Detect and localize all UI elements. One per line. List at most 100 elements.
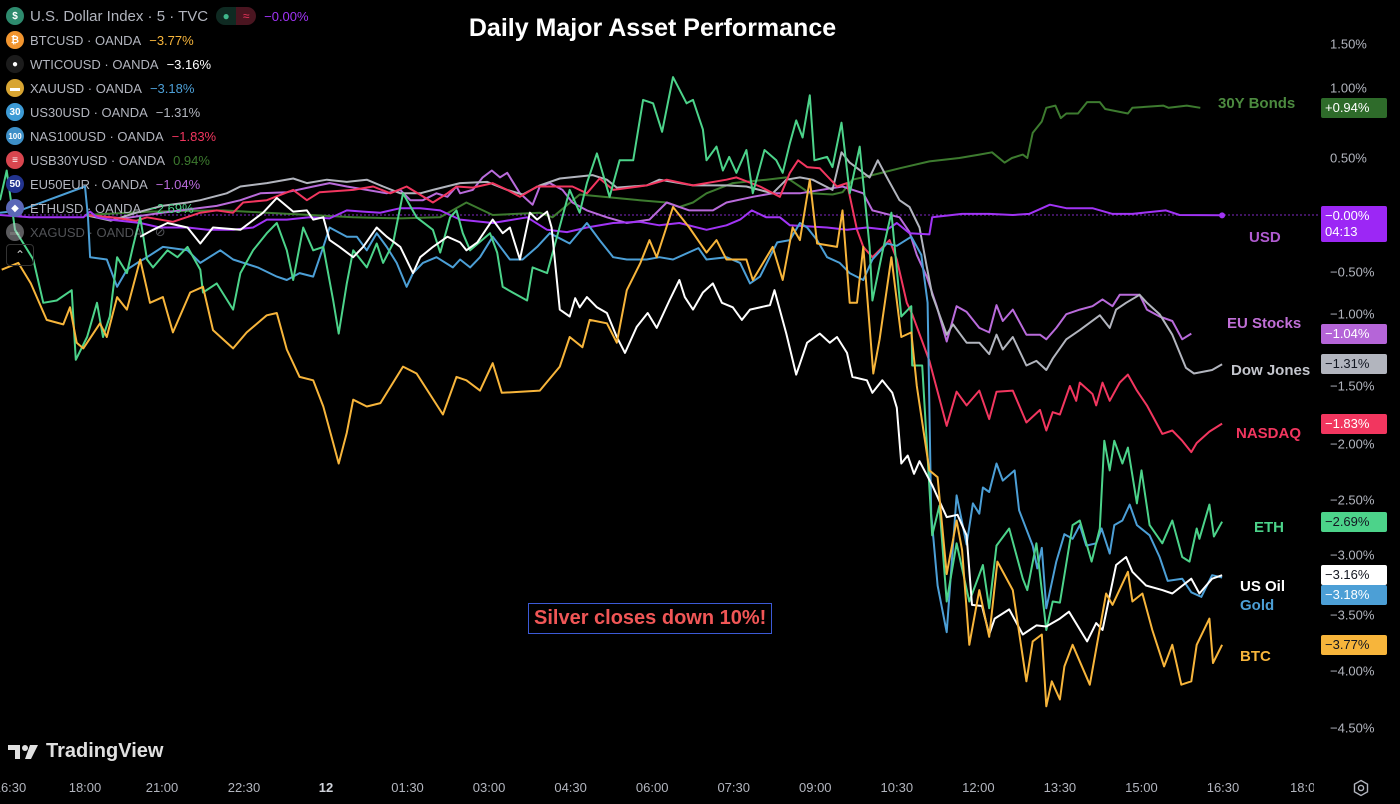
series-line-eth[interactable] (0, 76, 1223, 631)
series-label-eth: ETH (1254, 519, 1284, 536)
series-label-btc: BTC (1240, 648, 1271, 665)
legend-item[interactable]: $ U.S. Dollar Index · 5 · TVC ● ≈ −0.00% (6, 4, 309, 28)
last-value-box-gold: −3.18% (1321, 585, 1387, 606)
x-tick-label: 22:30 (227, 780, 261, 795)
legend-symbol: USB30YUSD · OANDA (30, 152, 166, 168)
y-tick-label: −1.00% (1330, 306, 1375, 322)
legend-item[interactable]: ● WTICOUSD · OANDA −3.16% (6, 52, 309, 76)
silver-bars-icon: ▬ (6, 223, 24, 241)
delayed-data-icon: ≈ (236, 7, 257, 25)
x-tick-label: 15:00 (1125, 780, 1158, 795)
last-value: −1.83% (1325, 415, 1370, 431)
us-flag-icon: ≡ (6, 151, 24, 169)
x-tick-label: 21:00 (145, 780, 179, 795)
y-tick-label: −1.50% (1330, 378, 1375, 394)
series-line-btc[interactable] (1, 178, 1223, 708)
series-label-oil: US Oil (1240, 578, 1286, 595)
legend-symbol: U.S. Dollar Index · 5 · TVC (30, 7, 209, 25)
series-line-oil[interactable] (139, 196, 1223, 643)
legend-item[interactable]: ▬ XAUUSD · OANDA −3.18% (6, 76, 309, 100)
series-label-eu: EU Stocks (1227, 315, 1302, 332)
x-tick-label: 10:30 (880, 780, 914, 795)
legend-change-value: −1.04% (155, 176, 201, 192)
last-value: −1.04% (1325, 325, 1370, 341)
x-tick-label: 07:30 (717, 780, 750, 795)
last-value: −3.18% (1325, 587, 1370, 603)
legend-item[interactable]: 30 US30USD · OANDA −1.31% (6, 100, 309, 124)
last-value-box-oil: −3.16% (1321, 565, 1387, 586)
x-tick-label: 01:30 (391, 780, 424, 795)
last-value-box-btc: −3.77% (1321, 634, 1387, 655)
legend-symbol: ETHUSD · OANDA (30, 200, 142, 216)
last-value-box-eu: −1.04% (1321, 323, 1387, 344)
ethereum-icon: ◆ (6, 199, 24, 217)
legend-symbol: WTICOUSD · OANDA (30, 56, 159, 72)
last-value: −0.00% (1325, 208, 1370, 224)
chevron-up-icon: ⌃ (14, 248, 26, 262)
y-tick-label: −3.00% (1330, 547, 1375, 563)
y-tick-label: 1.50% (1330, 36, 1367, 52)
x-tick-label: 18:00 (1290, 780, 1314, 795)
series-line-gold[interactable] (0, 185, 1223, 634)
y-tick-label: 1.00% (1330, 80, 1367, 96)
dollar-icon: $ (6, 7, 24, 25)
series-label-bonds: 30Y Bonds (1218, 95, 1296, 112)
last-value-box-eth: −2.69% (1321, 511, 1387, 532)
legend-item[interactable]: ◆ ETHUSD · OANDA −2.69% (6, 196, 309, 220)
bar-countdown: 04:13 (1325, 224, 1358, 240)
bitcoin-icon: ₿ (6, 31, 24, 49)
y-tick-label: −2.00% (1330, 436, 1375, 452)
x-tick-label: 09:00 (798, 780, 832, 795)
last-value-box-usd: −0.00% 04:13 (1321, 206, 1387, 243)
x-tick-label: 12 (318, 780, 334, 795)
last-value: +0.94% (1325, 99, 1370, 115)
tradingview-logo-icon (8, 744, 38, 759)
legend-item[interactable]: 100 NAS100USD · OANDA −1.83% (6, 124, 309, 148)
series-label-dow: Dow Jones (1231, 362, 1311, 379)
chart-plot-area[interactable] (0, 0, 1318, 772)
y-tick-label: −4.50% (1330, 720, 1375, 736)
legend-symbol: XAGUSD · OANDA (30, 224, 143, 240)
legend-symbol: BTCUSD · OANDA (30, 32, 142, 48)
legend-change-value: −1.31% (155, 104, 201, 120)
series-line-bonds[interactable] (84, 101, 1201, 220)
legend-change-value: −3.18% (149, 80, 195, 96)
series-label-nasdaq: NASDAQ (1236, 425, 1302, 442)
series-line-nasdaq[interactable] (84, 159, 1223, 454)
silver-annotation: Silver closes down 10%! (528, 603, 773, 634)
x-tick-label: 13:30 (1043, 780, 1077, 795)
legend-item[interactable]: ▬ XAGUSD · OANDA ⊘ (6, 220, 309, 244)
last-value-box-bonds: +0.94% (1321, 97, 1387, 118)
y-tick-label: 0.50% (1330, 150, 1367, 166)
legend-change-value: −0.00% (264, 8, 309, 24)
last-value: −3.16% (1325, 567, 1370, 583)
legend-item[interactable]: ≡ USB30YUSD · OANDA 0.94% (6, 148, 309, 172)
legend-symbol: US30USD · OANDA (30, 104, 148, 120)
last-value-box-dow: −1.31% (1321, 354, 1387, 375)
legend-change-value: −3.77% (149, 32, 194, 48)
legend-change-value: −2.69% (149, 200, 194, 216)
series-label-usd: USD (1249, 229, 1281, 246)
y-tick-label: −3.50% (1330, 607, 1375, 623)
legend-change-value: 0.94% (173, 152, 210, 168)
x-tick-label: 18:00 (68, 780, 102, 795)
tradingview-watermark: TradingView (8, 740, 163, 763)
gear-icon[interactable] (1352, 779, 1370, 797)
last-value: −3.77% (1325, 636, 1370, 652)
series-line-dow[interactable] (84, 151, 1223, 375)
nas100-icon: 100 (6, 127, 24, 145)
legend-item[interactable]: ₿ BTCUSD · OANDA −3.77% (6, 28, 309, 52)
series-label-gold: Gold (1240, 597, 1275, 614)
y-tick-label: −4.00% (1330, 663, 1375, 679)
legend-collapse-button[interactable]: ⌃ (6, 244, 34, 266)
legend-item[interactable]: 50 EU50EUR · OANDA −1.04% (6, 172, 309, 196)
y-tick-label: −2.50% (1330, 492, 1375, 508)
hidden-eye-icon[interactable]: ⊘ (154, 224, 166, 239)
x-tick-label: 16:30 (1206, 780, 1240, 795)
legend-change-value: −1.83% (171, 128, 217, 144)
legend-symbol: XAUUSD · OANDA (30, 80, 142, 96)
market-status-pill[interactable]: ● ≈ (216, 7, 257, 25)
legend-symbol: NAS100USD · OANDA (30, 128, 164, 144)
series-line-usd[interactable] (0, 203, 1223, 236)
x-tick-label: 12:00 (962, 780, 995, 795)
